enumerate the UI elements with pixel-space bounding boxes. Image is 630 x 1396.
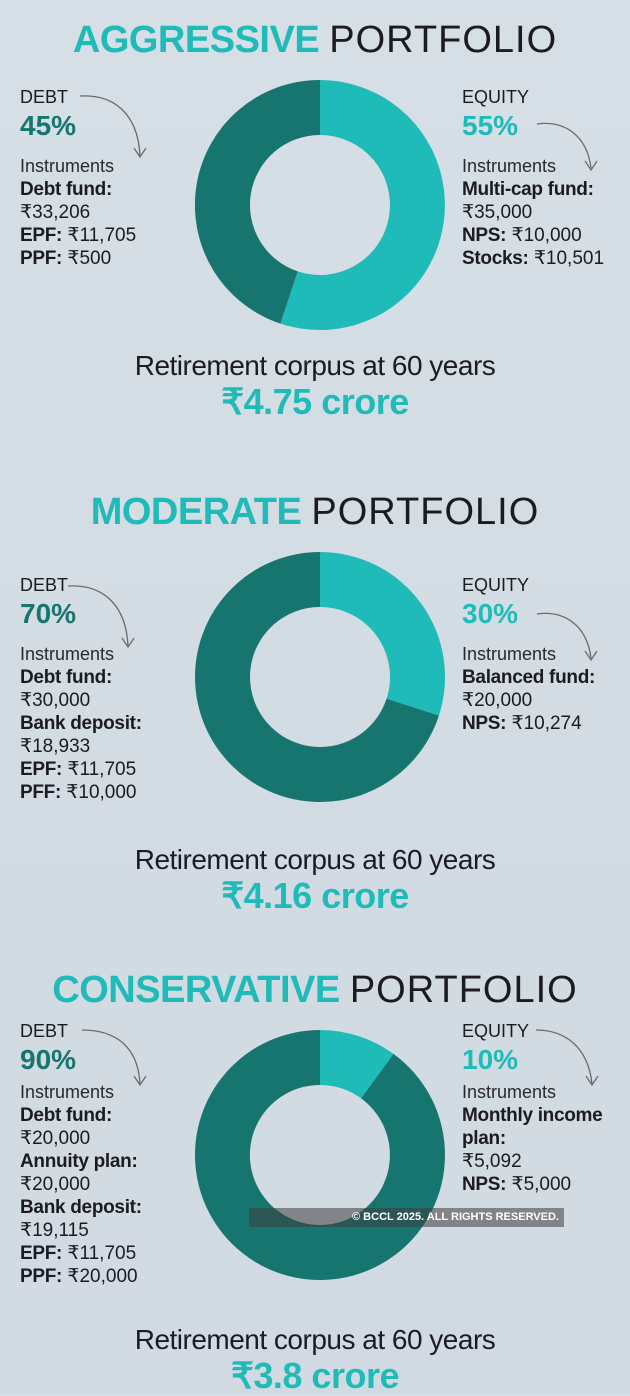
- copyright-watermark: © BCCL 2025. ALL RIGHTS RESERVED.: [249, 1208, 564, 1227]
- instrument-name: Balanced fund:: [462, 667, 596, 688]
- instrument-name: EPF:: [20, 1243, 63, 1264]
- instrument-value: ₹20,000: [20, 1174, 91, 1195]
- equity-arrow-icon: [536, 122, 598, 172]
- equity-percent: 10%: [462, 1044, 519, 1075]
- debt-slice: [195, 80, 320, 324]
- instrument-value: ₹33,206: [20, 202, 91, 223]
- aggressive-equity-panel: EQUITY 55% Instruments Multi-cap fund: ₹…: [462, 86, 604, 270]
- conservative-debt-panel: DEBT 90% Instruments Debt fund: ₹20,000 …: [20, 1020, 142, 1288]
- title-keyword: MODERATE: [90, 491, 302, 533]
- equity-arrow-icon: [535, 1029, 599, 1087]
- instrument-name: Bank deposit:: [20, 1197, 142, 1218]
- conservative-equity-panel: EQUITY 10% Instruments Monthly income pl…: [462, 1020, 622, 1196]
- corpus-label: Retirement corpus at 60 years: [134, 350, 496, 381]
- instrument-value: ₹19,115: [20, 1220, 89, 1241]
- debt-arrow-icon: [67, 585, 135, 649]
- instrument-value: ₹20,000: [20, 1128, 91, 1149]
- instrument-name: PPF:: [20, 248, 63, 269]
- instrument-name: Monthly income plan:: [462, 1105, 603, 1149]
- debt-slice: [195, 552, 439, 802]
- instruments-label: Instruments: [462, 644, 557, 664]
- equity-percent: 55%: [462, 110, 519, 141]
- instrument-value: ₹5,000: [511, 1174, 572, 1195]
- equity-slice: [280, 80, 445, 330]
- equity-label: EQUITY: [462, 575, 530, 595]
- instrument-value: ₹5,092: [462, 1151, 522, 1172]
- instrument-name: NPS:: [462, 225, 507, 246]
- instrument-name: Bank deposit:: [20, 713, 142, 734]
- moderate-equity-panel: EQUITY 30% Instruments Balanced fund: ₹2…: [462, 574, 595, 735]
- moderate-portfolio-title: MODERATE PORTFOLIO: [0, 490, 630, 534]
- debt-percent: 90%: [20, 1044, 77, 1075]
- instruments-label: Instruments: [462, 1082, 557, 1102]
- instrument-name: Stocks:: [462, 248, 529, 269]
- aggressive-donut-chart: [195, 80, 445, 330]
- corpus-value: ₹3.8 crore: [230, 1355, 400, 1396]
- conservative-corpus: Retirement corpus at 60 years ₹3.8 crore: [0, 1324, 630, 1396]
- debt-label: DEBT: [20, 575, 69, 595]
- debt-percent: 70%: [20, 598, 77, 629]
- title-suffix: PORTFOLIO: [311, 491, 540, 533]
- instrument-name: NPS:: [462, 713, 507, 734]
- instrument-value: ₹11,705: [67, 759, 137, 780]
- instrument-value: ₹11,705: [67, 225, 137, 246]
- aggressive-corpus: Retirement corpus at 60 years ₹4.75 cror…: [0, 350, 630, 422]
- instruments-label: Instruments: [462, 156, 557, 176]
- debt-arrow-icon: [81, 1029, 147, 1087]
- moderate-corpus: Retirement corpus at 60 years ₹4.16 cror…: [0, 844, 630, 916]
- title-suffix: PORTFOLIO: [329, 19, 558, 61]
- corpus-value: ₹4.75 crore: [221, 381, 409, 422]
- corpus-label: Retirement corpus at 60 years: [134, 1324, 496, 1355]
- instrument-value: ₹11,705: [67, 1243, 137, 1264]
- moderate-debt-panel: DEBT 70% Instruments Debt fund: ₹30,000 …: [20, 574, 142, 804]
- equity-slice: [320, 552, 445, 716]
- moderate-donut-chart: [195, 552, 445, 802]
- instruments-label: Instruments: [20, 644, 115, 664]
- conservative-donut-chart: [195, 1030, 445, 1280]
- equity-label: EQUITY: [462, 87, 530, 107]
- title-keyword: AGGRESSIVE: [72, 19, 320, 61]
- equity-slice: [320, 1030, 394, 1099]
- debt-label: DEBT: [20, 87, 69, 107]
- instruments-label: Instruments: [20, 156, 115, 176]
- instrument-value: ₹10,000: [66, 782, 137, 803]
- instrument-name: Multi-cap fund:: [462, 179, 594, 200]
- instrument-value: ₹30,000: [20, 690, 91, 711]
- debt-slice: [195, 1030, 445, 1280]
- instrument-name: EPF:: [20, 759, 63, 780]
- aggressive-debt-panel: DEBT 45% Instruments Debt fund: ₹33,206 …: [20, 86, 136, 270]
- conservative-portfolio-title: CONSERVATIVE PORTFOLIO: [0, 968, 630, 1012]
- instrument-name: EPF:: [20, 225, 63, 246]
- instruments-label: Instruments: [20, 1082, 115, 1102]
- equity-percent: 30%: [462, 598, 519, 629]
- instrument-value: ₹10,274: [511, 713, 582, 734]
- instrument-value: ₹10,000: [511, 225, 582, 246]
- instrument-name: Debt fund:: [20, 179, 112, 200]
- debt-label: DEBT: [20, 1021, 69, 1041]
- instrument-name: NPS:: [462, 1174, 507, 1195]
- instrument-value: ₹18,933: [20, 736, 91, 757]
- debt-percent: 45%: [20, 110, 77, 141]
- instrument-name: PPF:: [20, 1266, 63, 1287]
- instrument-value: ₹35,000: [462, 202, 533, 223]
- equity-arrow-icon: [536, 612, 598, 662]
- instrument-name: Annuity plan:: [20, 1151, 138, 1172]
- corpus-value: ₹4.16 crore: [221, 875, 409, 916]
- instrument-value: ₹10,501: [533, 248, 605, 269]
- instrument-name: Debt fund:: [20, 1105, 112, 1126]
- aggressive-portfolio-title: AGGRESSIVE PORTFOLIO: [0, 18, 630, 62]
- equity-label: EQUITY: [462, 1021, 530, 1041]
- instrument-value: ₹20,000: [67, 1266, 138, 1287]
- debt-arrow-icon: [79, 95, 147, 159]
- title-suffix: PORTFOLIO: [349, 969, 578, 1011]
- title-keyword: CONSERVATIVE: [52, 969, 340, 1011]
- instrument-name: Debt fund:: [20, 667, 112, 688]
- instrument-name: PFF:: [20, 782, 62, 803]
- instrument-value: ₹20,000: [462, 690, 533, 711]
- instrument-value: ₹500: [67, 248, 112, 269]
- corpus-label: Retirement corpus at 60 years: [134, 844, 496, 875]
